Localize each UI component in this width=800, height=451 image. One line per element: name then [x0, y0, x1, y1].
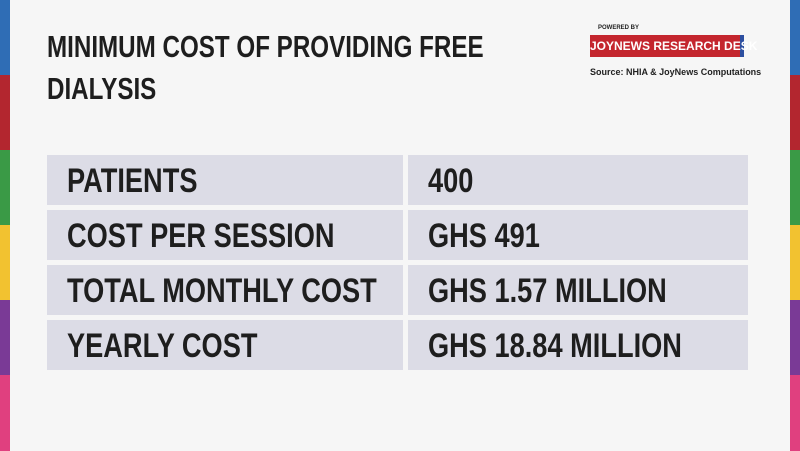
row-label: TOTAL MONTHLY COST	[67, 272, 377, 310]
stripe	[0, 75, 10, 150]
stripe	[0, 150, 10, 225]
table-cell: COST PER SESSION	[47, 210, 403, 260]
row-label: PATIENTS	[67, 162, 198, 200]
row-value: GHS 1.57 MILLION	[428, 272, 667, 310]
table-row: TOTAL MONTHLY COST GHS 1.57 MILLION	[47, 265, 748, 315]
row-label: COST PER SESSION	[67, 217, 335, 255]
stripe	[0, 300, 10, 375]
row-label: YEARLY COST	[67, 327, 258, 365]
table-cell: TOTAL MONTHLY COST	[47, 265, 403, 315]
table-row: PATIENTS 400	[47, 155, 748, 205]
table-row: YEARLY COST GHS 18.84 MILLION	[47, 320, 748, 370]
stripe	[790, 225, 800, 300]
table-cell: PATIENTS	[47, 155, 403, 205]
stripe	[790, 75, 800, 150]
table-cell: GHS 1.57 MILLION	[408, 265, 748, 315]
stripe	[790, 0, 800, 75]
powered-by: POWERED BY	[598, 25, 640, 31]
brand-badge: JOYNEWS RESEARCH DESK	[590, 35, 757, 57]
row-value: GHS 491	[428, 217, 540, 255]
table-cell: 400	[408, 155, 748, 205]
title: MINIMUM COST OF PROVIDING FREE DIALYSIS	[47, 29, 484, 106]
table-cell: YEARLY COST	[47, 320, 403, 370]
table-row: COST PER SESSION GHS 491	[47, 210, 748, 260]
stripe	[0, 375, 10, 451]
table: PATIENTS 400 COST PER SESSION GHS 491 TOTAL …	[47, 155, 748, 375]
row-value: GHS 18.84 MILLION	[428, 327, 682, 365]
stripe	[0, 225, 10, 300]
table-cell: GHS 491	[408, 210, 748, 260]
stripe	[790, 150, 800, 225]
stripe	[0, 0, 10, 75]
stripe	[790, 300, 800, 375]
table-cell: GHS 18.84 MILLION	[408, 320, 748, 370]
row-value: 400	[428, 162, 474, 200]
stripe	[790, 375, 800, 451]
source: Source: NHIA & JoyNews Computations	[590, 67, 762, 77]
